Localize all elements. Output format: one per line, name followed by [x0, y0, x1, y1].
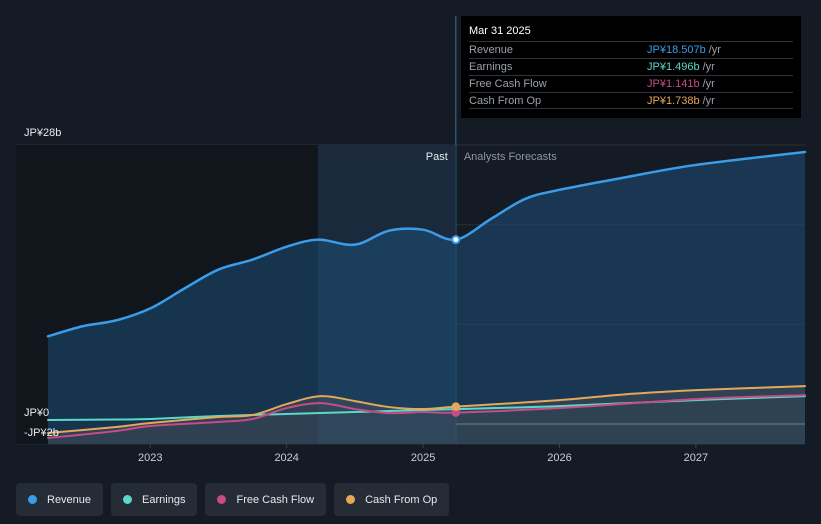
- x-tick-label: 2024: [274, 452, 298, 464]
- tooltip-value: JP¥1.141b: [647, 78, 700, 90]
- forecast-label: Analysts Forecasts: [464, 151, 557, 163]
- x-tick-label: 2027: [684, 452, 708, 464]
- legend-dot-icon: [123, 495, 133, 504]
- tooltip-row-earnings: Earnings JP¥1.496b /yr: [469, 58, 793, 75]
- x-tick-label: 2025: [411, 452, 435, 464]
- legend-label: Cash From Op: [365, 493, 438, 506]
- tooltip-value: JP¥1.738b: [647, 95, 700, 107]
- past-label: Past: [426, 151, 448, 163]
- tooltip-label: Revenue: [469, 44, 514, 56]
- legend-item-cash-from-op[interactable]: Cash From Op: [334, 483, 450, 516]
- tooltip-value: JP¥1.496b: [647, 61, 700, 73]
- series-line-revenue: [46, 150, 807, 338]
- data-tooltip: Mar 31 2025 Revenue JP¥18.507b /yr Earni…: [461, 16, 801, 118]
- tooltip-unit: /yr: [702, 95, 715, 107]
- series-line-cash-from-op: [47, 385, 806, 434]
- tooltip-label: Cash From Op: [469, 95, 542, 107]
- tooltip-unit: /yr: [702, 78, 715, 90]
- highlight-marker-revenue: [451, 235, 461, 245]
- tooltip-row-free-cash-flow: Free Cash Flow JP¥1.141b /yr: [469, 75, 793, 92]
- legend-item-revenue[interactable]: Revenue: [16, 483, 104, 516]
- tooltip-unit: /yr: [708, 44, 721, 56]
- legend-dot-icon: [217, 495, 227, 504]
- legend-dot-icon: [346, 495, 356, 504]
- legend-item-earnings[interactable]: Earnings: [111, 483, 198, 516]
- revenue-area: [48, 151, 805, 444]
- legend-label: Free Cash Flow: [236, 493, 315, 506]
- series-line-free-cash-flow: [47, 394, 806, 439]
- x-tick-label: 2026: [547, 452, 571, 464]
- highlight-marker-cash-from-op: [451, 402, 461, 411]
- tooltip-row-revenue: Revenue JP¥18.507b /yr: [469, 41, 793, 58]
- legend-label: Earnings: [142, 493, 186, 506]
- cash-from-op-area: [48, 386, 805, 444]
- y-label-zero: JP¥0: [24, 407, 49, 419]
- tooltip-label: Earnings: [469, 61, 513, 73]
- tooltip-unit: /yr: [702, 61, 715, 73]
- tooltip-value: JP¥18.507b: [647, 44, 706, 56]
- y-label-bottom: -JP¥2b: [24, 427, 59, 439]
- legend-label: Revenue: [47, 493, 92, 506]
- legend-dot-icon: [28, 495, 37, 504]
- x-tick-label: 2023: [138, 452, 162, 464]
- tooltip-label: Free Cash Flow: [469, 78, 547, 90]
- tooltip-row-cash-from-op: Cash From Op JP¥1.738b /yr: [469, 92, 793, 109]
- tooltip-date: Mar 31 2025: [469, 25, 531, 37]
- legend-item-free-cash-flow[interactable]: Free Cash Flow: [205, 483, 327, 516]
- y-label-top: JP¥28b: [24, 127, 61, 139]
- chart-legend: Revenue Earnings Free Cash Flow Cash Fro…: [16, 483, 450, 516]
